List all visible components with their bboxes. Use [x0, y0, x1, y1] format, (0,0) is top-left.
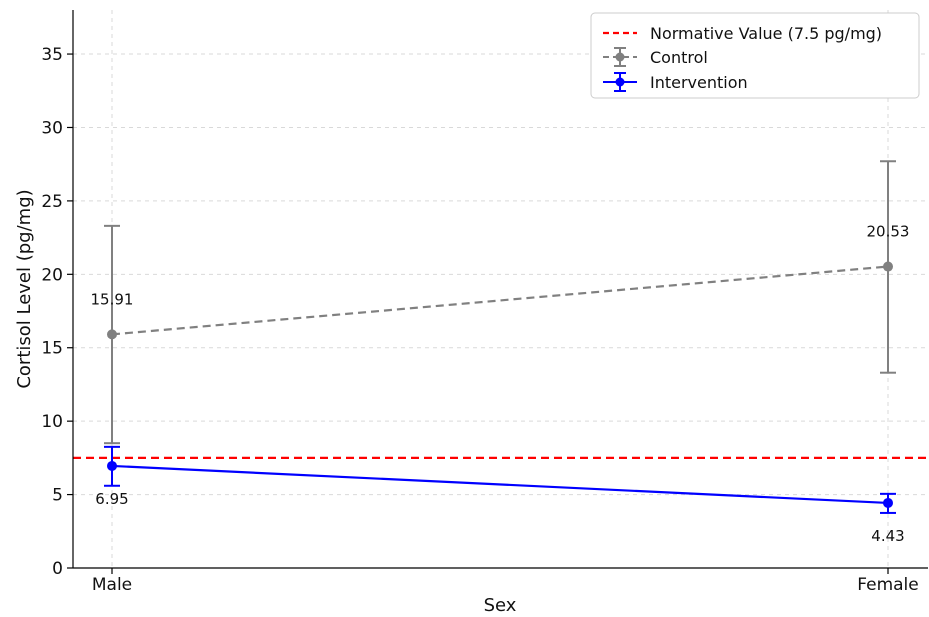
control-point: [883, 261, 893, 272]
control-series-line: [111, 265, 889, 336]
y-tick-label: 10: [41, 412, 63, 432]
y-tick-label: 35: [41, 45, 63, 65]
control-point: [107, 329, 117, 340]
axes-layer: [72, 10, 928, 569]
legend-intervention-label: Intervention: [650, 73, 748, 92]
intervention-series-line: [111, 464, 889, 505]
y-tick-label: 5: [52, 486, 63, 506]
legend-item-reference: Normative Value (7.5 pg/mg): [603, 24, 882, 43]
y-tick-label: 25: [41, 192, 63, 212]
x-tick-label: Male: [92, 575, 132, 595]
x-tick-label: Female: [857, 575, 918, 595]
y-tick-label: 30: [41, 118, 63, 138]
legend-control-marker: [615, 52, 625, 62]
legend-control-label: Control: [650, 48, 708, 67]
intervention-point: [883, 497, 893, 508]
legend-item-control: Control: [603, 47, 708, 67]
legend-item-intervention: Intervention: [603, 72, 748, 92]
legend-box: [590, 12, 920, 99]
legend-intervention-marker: [615, 77, 625, 87]
y-tick-label: 0: [52, 559, 63, 579]
intervention-point: [107, 460, 117, 471]
control-data-label: 20.53: [867, 223, 910, 241]
intervention-data-label: 4.43: [871, 527, 904, 545]
intervention-data-label: 6.95: [95, 490, 128, 508]
y-tick-label: 20: [41, 265, 63, 285]
series-layer: 15.91 20.53 6.95 4.43: [91, 160, 910, 545]
y-tick-label: 15: [41, 339, 63, 359]
control-data-label: 15.91: [91, 290, 134, 308]
legend: Normative Value (7.5 pg/mg) Control Inte…: [590, 12, 920, 99]
ticks-layer: 0 5 10 15 20 25 30 35 Male Female: [41, 45, 918, 595]
y-axis-title: Cortisol Level (pg/mg): [14, 189, 35, 388]
legend-reference-label: Normative Value (7.5 pg/mg): [650, 24, 882, 43]
x-axis-title: Sex: [484, 595, 517, 616]
